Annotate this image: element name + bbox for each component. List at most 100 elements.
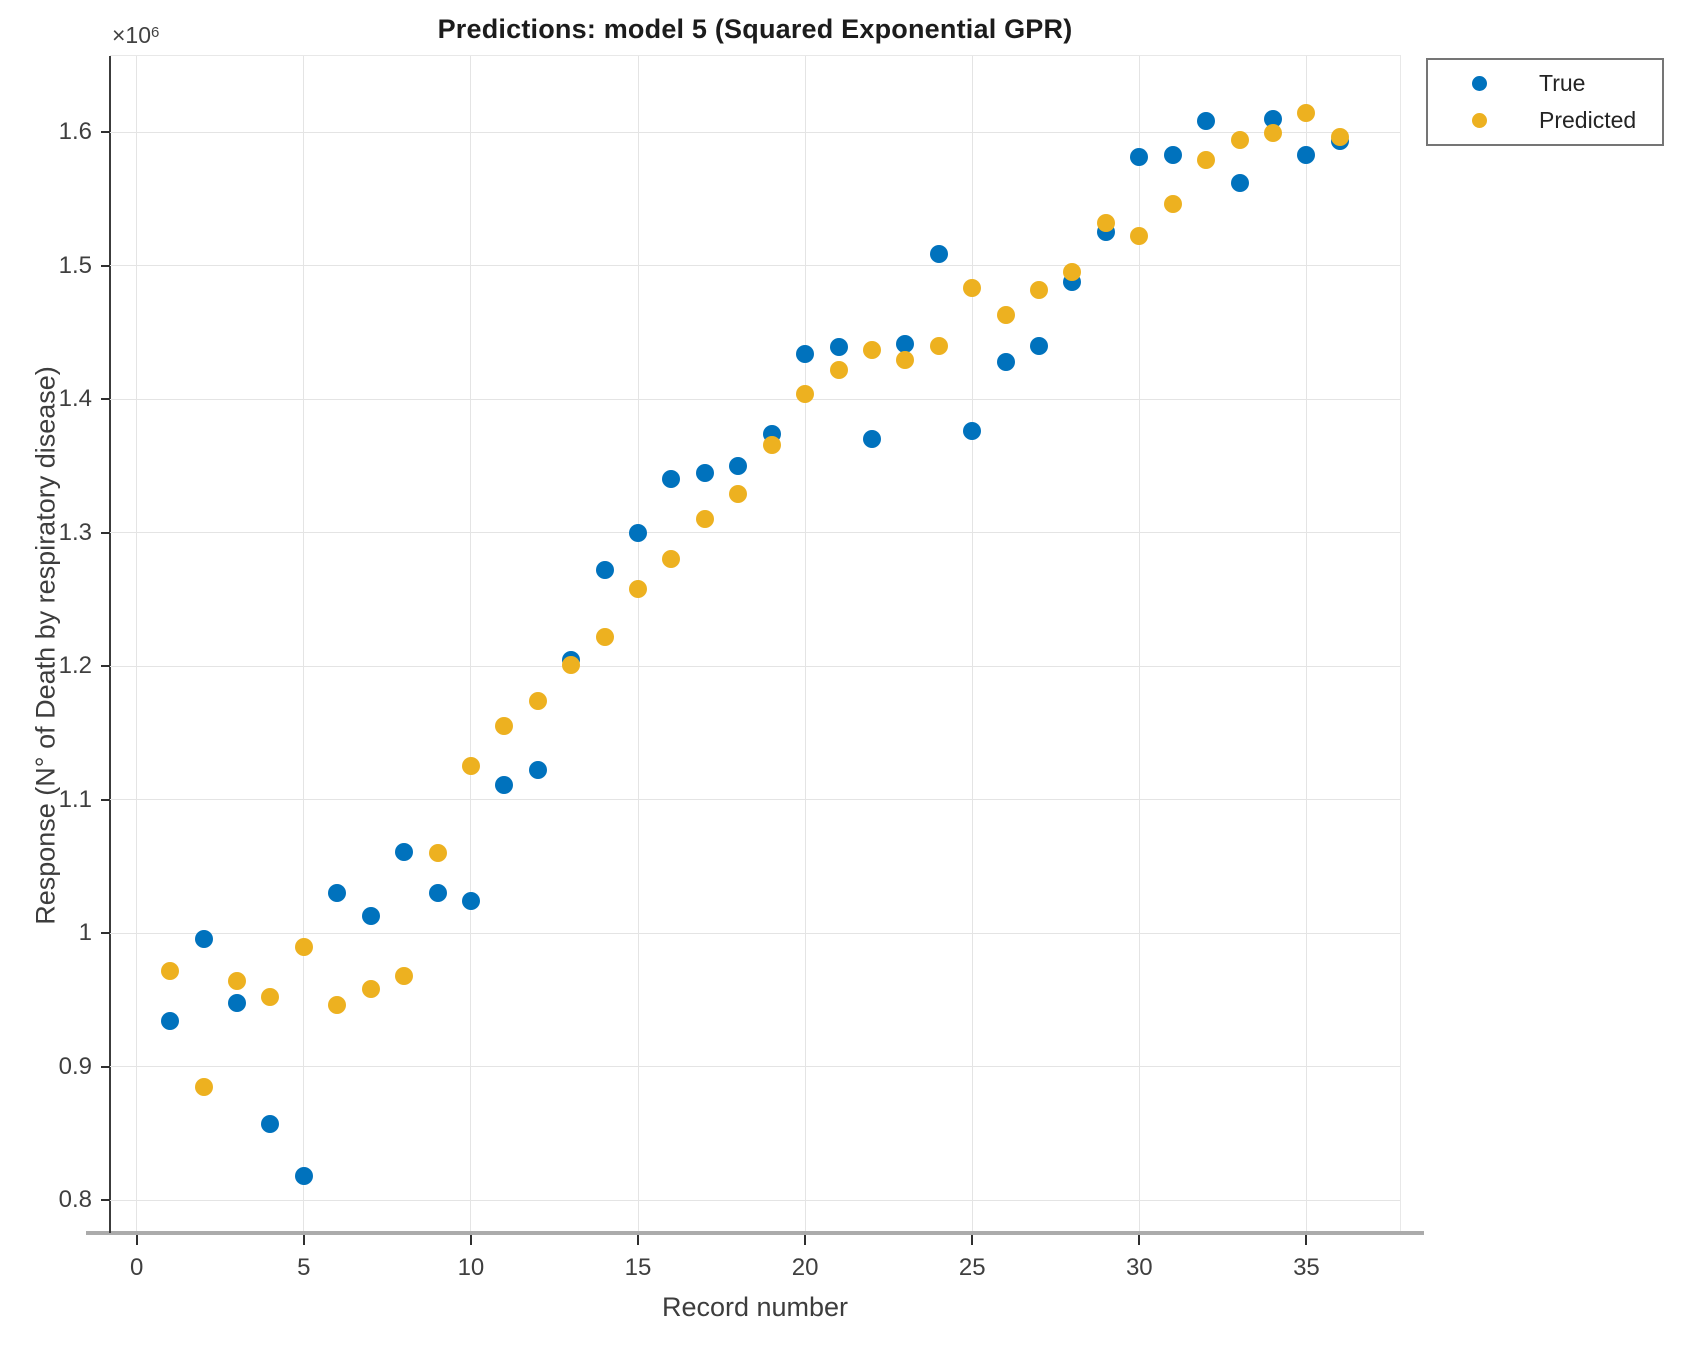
data-point-predicted [729, 484, 748, 503]
y-gridline [110, 265, 1400, 267]
data-point-predicted [829, 360, 848, 379]
data-point-predicted [695, 510, 714, 529]
data-point-predicted [261, 988, 280, 1007]
data-point-predicted [1297, 104, 1316, 123]
data-point-true [629, 523, 648, 542]
x-tick-mark [1138, 1235, 1141, 1245]
data-point-predicted [996, 306, 1015, 325]
x-tick-mark [637, 1235, 640, 1245]
data-point-predicted [461, 757, 480, 776]
data-point-predicted [1030, 280, 1049, 299]
data-point-predicted [662, 550, 681, 569]
data-point-true [461, 892, 480, 911]
data-point-predicted [796, 384, 815, 403]
data-point-predicted [328, 996, 347, 1015]
data-point-predicted [1197, 151, 1216, 170]
x-tick-mark [971, 1235, 974, 1245]
x-tick-mark [302, 1235, 305, 1245]
x-gridline [804, 56, 806, 1231]
data-point-predicted [896, 351, 915, 370]
true-marker-icon [1472, 76, 1487, 92]
x-tick-label: 35 [1293, 1254, 1320, 1281]
x-gridline [1138, 56, 1140, 1231]
x-gridline [470, 56, 472, 1231]
data-point-true [428, 884, 447, 903]
y-gridline [110, 1199, 1400, 1201]
data-point-true [1030, 336, 1049, 355]
y-gridline [110, 665, 1400, 667]
data-point-true [528, 761, 547, 780]
data-point-true [1163, 145, 1182, 164]
x-gridline [971, 56, 973, 1231]
data-point-true [896, 335, 915, 354]
data-point-true [328, 884, 347, 903]
y-tick-label: 1.1 [58, 785, 92, 813]
data-point-predicted [762, 435, 781, 454]
y-tick-mark [101, 1199, 110, 1202]
data-point-predicted [1130, 227, 1149, 246]
data-point-predicted [194, 1077, 213, 1096]
data-point-predicted [629, 579, 648, 598]
x-tick-mark [804, 1235, 807, 1245]
data-point-predicted [562, 655, 581, 674]
y-axis-exponent-power: 6 [151, 24, 160, 41]
x-tick-label: 30 [1125, 1254, 1153, 1281]
x-tick-label: 0 [130, 1254, 144, 1281]
y-tick-label: 0.9 [58, 1052, 92, 1080]
y-tick-label: 1 [78, 919, 92, 947]
y-tick-label: 1.6 [58, 118, 92, 146]
data-point-true [1297, 145, 1316, 164]
y-gridline [110, 131, 1400, 133]
data-point-predicted [1230, 131, 1249, 150]
data-point-true [729, 456, 748, 475]
y-tick-label: 1.5 [58, 251, 92, 279]
x-tick-label: 15 [624, 1254, 652, 1281]
x-tick-label: 25 [958, 1254, 986, 1281]
y-axis-exponent-base: ×10 [112, 22, 152, 48]
y-axis-exponent-label: ×106 [112, 22, 159, 49]
y-tick-label: 1.3 [58, 518, 92, 546]
data-point-predicted [929, 336, 948, 355]
data-point-true [1264, 109, 1282, 128]
y-tick-mark [101, 264, 110, 267]
data-point-true [796, 344, 815, 363]
x-axis-line [86, 1231, 1424, 1235]
y-tick-mark [101, 1065, 110, 1068]
data-point-predicted [862, 340, 881, 359]
plot-area: 0 5 10 15 20 25 30 35 0.8 0.9 1 1.1 1.2 1.3 1.4 1.5 1.6 [59, 55, 1424, 1281]
data-point-true [161, 1012, 180, 1031]
legend-label-predicted: Predicted [1539, 106, 1637, 133]
data-point-true [829, 338, 848, 357]
x-gridline [303, 56, 305, 1231]
y-gridline [110, 1066, 1400, 1068]
data-point-true [227, 993, 246, 1012]
y-tick-mark [101, 398, 110, 401]
predicted-marker-icon [1472, 112, 1487, 128]
data-point-predicted [1096, 213, 1115, 232]
data-point-true [595, 561, 614, 580]
data-point-true [929, 244, 948, 263]
data-point-true [1130, 148, 1149, 167]
data-point-predicted [595, 627, 614, 646]
y-gridline [110, 398, 1400, 400]
data-point-true [963, 422, 982, 441]
x-tick-label: 20 [791, 1254, 819, 1281]
data-point-true [996, 352, 1015, 371]
data-point-true [695, 463, 714, 482]
x-gridline [637, 56, 639, 1231]
data-point-predicted [227, 972, 246, 991]
data-point-predicted [963, 279, 982, 298]
data-point-true [395, 842, 414, 861]
data-point-predicted [395, 966, 414, 985]
chart-title: Predictions: model 5 (Squared Exponentia… [437, 14, 1073, 44]
data-point-predicted [1264, 124, 1282, 143]
legend-item-true: True [1428, 67, 1662, 101]
x-tick-label: 5 [297, 1254, 311, 1281]
y-tick-label: 1.4 [58, 385, 92, 413]
x-tick-mark [135, 1235, 138, 1245]
data-point-predicted [161, 961, 180, 980]
data-point-true [294, 1167, 313, 1186]
legend: True Predicted [1426, 58, 1664, 146]
data-point-true [1197, 112, 1216, 131]
